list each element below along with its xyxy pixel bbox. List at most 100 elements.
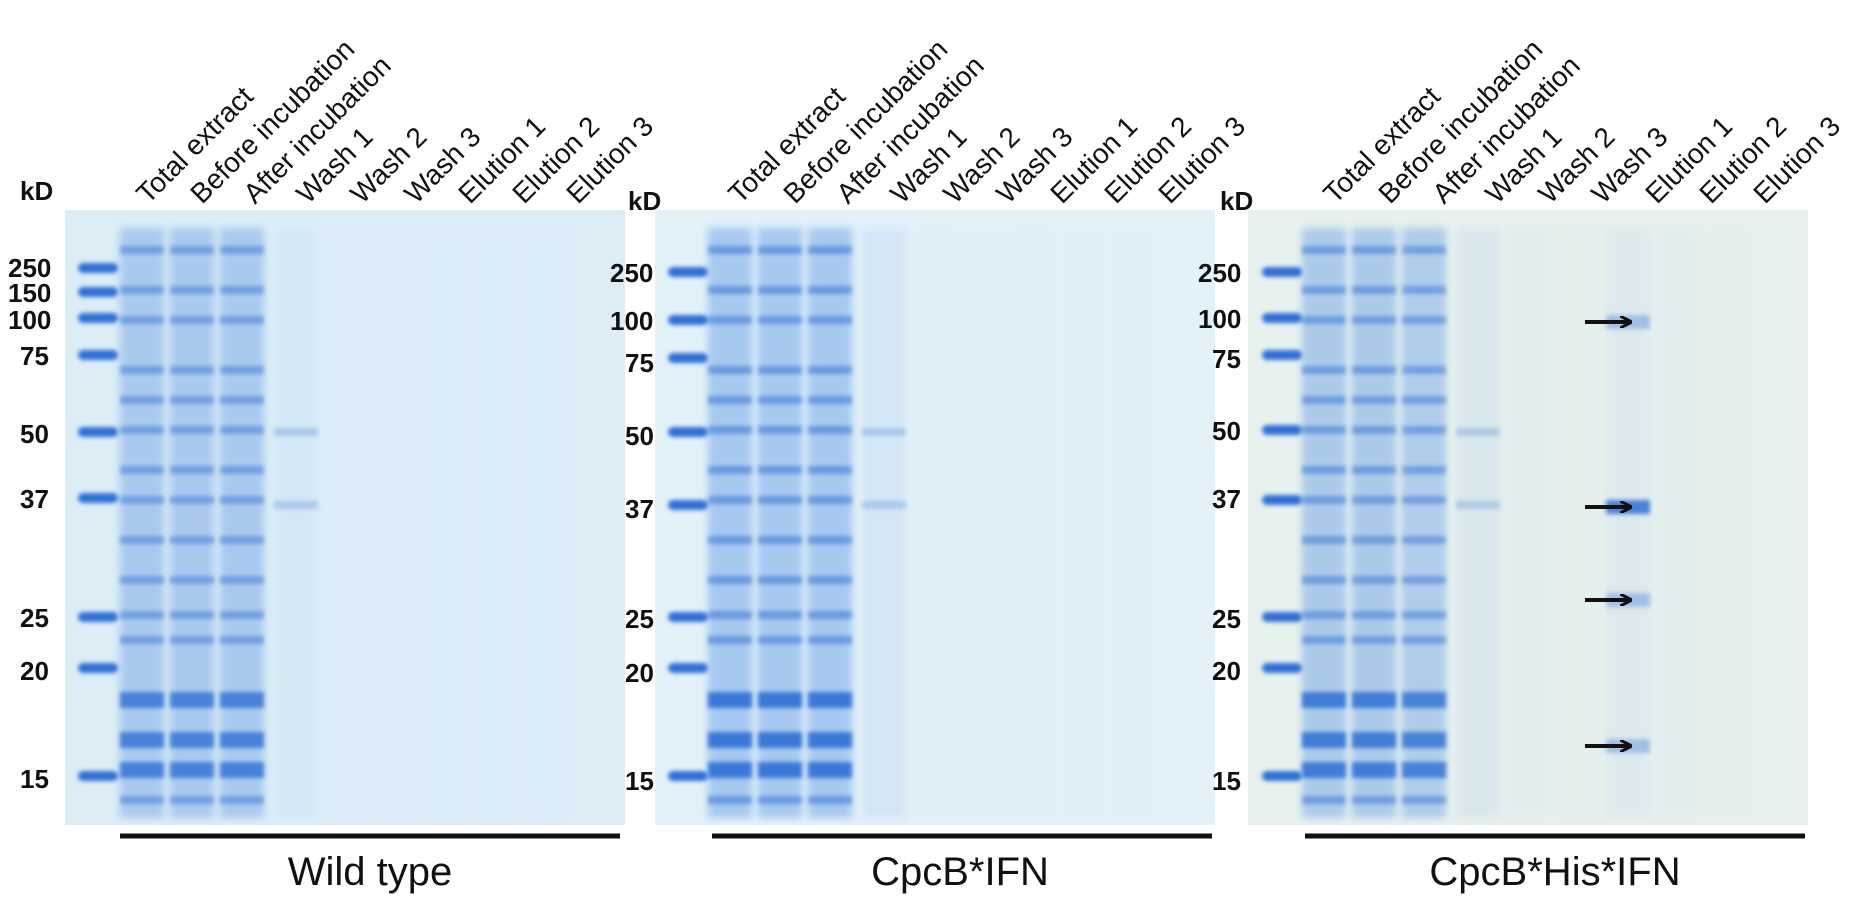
protein-band [220, 366, 264, 374]
protein-band [758, 796, 802, 804]
marker-label-25: 25 [20, 603, 49, 633]
protein-band [1352, 611, 1396, 619]
protein-band [170, 762, 214, 778]
marker-label-100: 100 [610, 306, 653, 336]
protein-band [220, 636, 264, 644]
marker-label-250: 250 [1198, 258, 1241, 288]
protein-band [220, 692, 264, 708]
protein-band [758, 576, 802, 584]
protein-band [220, 246, 264, 254]
ladder-band [78, 263, 118, 273]
protein-band [120, 396, 164, 404]
protein-band [1302, 286, 1346, 294]
lane-smear [170, 228, 214, 818]
elution-arrows [1585, 322, 1630, 746]
kd-unit-label: kD [1220, 186, 1253, 216]
protein-band [120, 496, 164, 504]
protein-band [120, 576, 164, 584]
ladder-band [668, 353, 708, 363]
lane-smear [862, 228, 906, 818]
marker-label-100: 100 [8, 305, 51, 335]
gel-lanes [708, 228, 956, 818]
protein-band [758, 762, 802, 778]
panel-caption-wild-type: Wild type [288, 850, 453, 894]
protein-band [808, 496, 852, 504]
protein-band [1352, 732, 1396, 748]
protein-band [758, 286, 802, 294]
protein-band [808, 576, 852, 584]
protein-band [708, 466, 752, 474]
marker-label-37: 37 [1212, 484, 1241, 514]
protein-band [808, 396, 852, 404]
marker-labels: 250 100 75 50 37 25 20 15 [1198, 258, 1241, 796]
gel-panel-cpcb-his-ifn: kD Total extract Before incubation After… [1198, 33, 1846, 894]
protein-band [1402, 762, 1446, 778]
lane-smear [274, 228, 318, 818]
protein-band [1302, 796, 1346, 804]
panel-caption-cpcb-his-ifn: CpcB*His*IFN [1429, 850, 1680, 894]
ladder-band [78, 663, 118, 673]
marker-label-15: 15 [625, 766, 654, 796]
marker-label-25: 25 [625, 604, 654, 634]
protein-band [220, 576, 264, 584]
protein-band [1302, 396, 1346, 404]
protein-band [808, 692, 852, 708]
protein-band [1302, 496, 1346, 504]
protein-band [220, 316, 264, 324]
lane-smear [1456, 228, 1500, 818]
lane-smear [1402, 228, 1446, 818]
lane-smear [324, 228, 368, 818]
ladder-band [78, 493, 118, 503]
protein-band [1402, 396, 1446, 404]
lane-smear [912, 228, 956, 818]
protein-band [808, 366, 852, 374]
ladder-band [1262, 313, 1302, 323]
protein-band [1402, 316, 1446, 324]
ladder-band [78, 313, 118, 323]
protein-band [808, 286, 852, 294]
protein-band [1352, 692, 1396, 708]
ladder-band [1262, 663, 1302, 673]
lane-smear [1706, 228, 1750, 818]
marker-label-15: 15 [1212, 766, 1241, 796]
ladder-band [1262, 612, 1302, 622]
protein-band [1352, 536, 1396, 544]
protein-band [808, 796, 852, 804]
protein-band [1302, 692, 1346, 708]
lane-smear [758, 228, 802, 818]
lane-smear [1302, 228, 1346, 818]
protein-band [1352, 576, 1396, 584]
gel-panel-cpcb-ifn: kD Total extract Before incubation After… [610, 33, 1251, 894]
protein-band [120, 366, 164, 374]
protein-band [808, 611, 852, 619]
protein-band [708, 732, 752, 748]
protein-band [220, 796, 264, 804]
protein-band [708, 396, 752, 404]
marker-ladder [668, 267, 708, 781]
protein-band [1402, 466, 1446, 474]
protein-band [708, 316, 752, 324]
protein-band [220, 426, 264, 434]
gel-lanes [120, 228, 368, 818]
protein-band [120, 426, 164, 434]
protein-band [708, 286, 752, 294]
panel-caption-cpcb-ifn: CpcB*IFN [871, 850, 1049, 894]
protein-band [220, 536, 264, 544]
protein-band [170, 636, 214, 644]
protein-band [1302, 316, 1346, 324]
marker-label-250: 250 [8, 253, 51, 283]
ladder-band [668, 427, 708, 437]
protein-band [1302, 576, 1346, 584]
protein-band [220, 762, 264, 778]
protein-band [862, 428, 906, 436]
protein-band [170, 466, 214, 474]
marker-labels: 250 100 75 50 37 25 20 15 [610, 258, 654, 796]
marker-label-20: 20 [1212, 656, 1241, 686]
protein-band [170, 426, 214, 434]
marker-label-75: 75 [1212, 344, 1241, 374]
protein-band [708, 536, 752, 544]
protein-band [170, 246, 214, 254]
protein-band [1402, 636, 1446, 644]
protein-band [1402, 286, 1446, 294]
marker-label-250: 250 [610, 258, 653, 288]
